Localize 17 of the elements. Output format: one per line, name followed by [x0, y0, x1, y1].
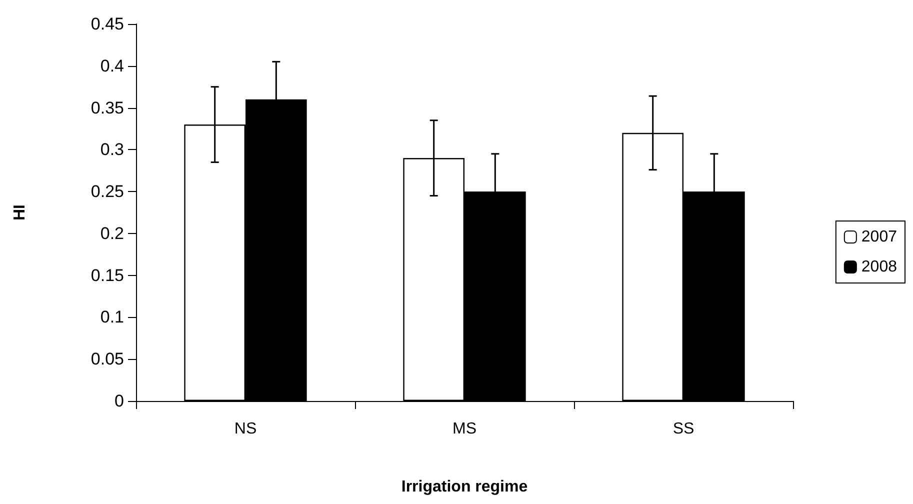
y-tick-label: 0.25: [90, 182, 124, 202]
x-tick-label: MS: [452, 420, 476, 438]
x-tick-label: NS: [234, 420, 257, 438]
y-tick-label: 0.45: [90, 14, 124, 34]
legend-label: 2008: [861, 258, 898, 276]
y-tick-label: 0.35: [90, 98, 124, 118]
y-tick-label: 0.15: [90, 266, 124, 285]
x-tick-label: SS: [672, 420, 694, 438]
y-tick-label: 0: [114, 392, 124, 410]
y-tick-label: 0.1: [100, 308, 124, 327]
y-tick-label: 0.05: [90, 350, 124, 369]
x-axis-title: Irrigation regime: [401, 478, 528, 496]
y-tick-label: 0.2: [100, 224, 124, 243]
legend-label: 2007: [861, 228, 898, 246]
y-tick-label: 0.3: [100, 140, 124, 160]
y-axis-title: HI: [12, 204, 28, 220]
y-tick-label: 0.4: [100, 56, 124, 76]
